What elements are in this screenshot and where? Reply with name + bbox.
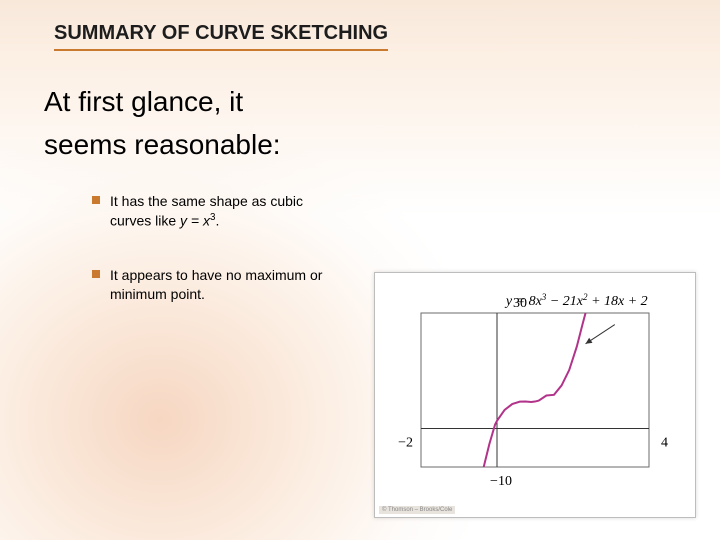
bullet-list: It has the same shape as cubic curves li…	[92, 192, 342, 340]
svg-text:4: 4	[661, 436, 668, 451]
chart-figure: 4−230−10y = 8x3 − 21x2 + 18x + 2 © Thoms…	[374, 272, 696, 518]
slide-title: SUMMARY OF CURVE SKETCHING	[54, 22, 388, 51]
svg-text:−2: −2	[398, 436, 413, 451]
cubic-chart: 4−230−10y = 8x3 − 21x2 + 18x + 2	[375, 273, 695, 501]
body-line-2: seems reasonable:	[44, 129, 281, 160]
credit-text: © Thomson – Brooks/Cole	[379, 506, 455, 514]
svg-text:y = 8x3 − 21x2 + 18x + 2: y = 8x3 − 21x2 + 18x + 2	[504, 292, 648, 309]
bullet-1: It has the same shape as cubic curves li…	[92, 192, 342, 230]
svg-text:−10: −10	[490, 474, 512, 489]
bullet-1-post: .	[215, 213, 219, 229]
bullet-2: It appears to have no maximum or minimum…	[92, 266, 342, 304]
bullet-1-var: y = x	[180, 213, 210, 229]
body-text: At first glance, it seems reasonable:	[44, 80, 281, 167]
body-line-1: At first glance, it	[44, 86, 243, 117]
